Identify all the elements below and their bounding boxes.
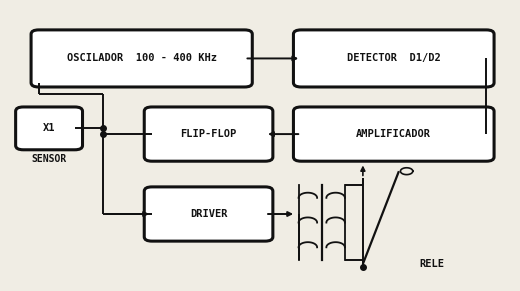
FancyBboxPatch shape (16, 107, 83, 150)
FancyBboxPatch shape (144, 187, 273, 241)
FancyBboxPatch shape (31, 30, 252, 87)
FancyBboxPatch shape (144, 107, 273, 161)
FancyBboxPatch shape (293, 107, 494, 161)
Text: DRIVER: DRIVER (190, 209, 227, 219)
Text: AMPLIFICADOR: AMPLIFICADOR (356, 129, 431, 139)
Text: RELE: RELE (420, 259, 445, 269)
Text: DETECTOR  D1/D2: DETECTOR D1/D2 (347, 54, 440, 63)
Text: FLIP-FLOP: FLIP-FLOP (180, 129, 237, 139)
FancyBboxPatch shape (293, 30, 494, 87)
Text: SENSOR: SENSOR (31, 154, 67, 164)
Text: OSCILADOR  100 - 400 KHz: OSCILADOR 100 - 400 KHz (67, 54, 217, 63)
Text: X1: X1 (43, 123, 55, 133)
